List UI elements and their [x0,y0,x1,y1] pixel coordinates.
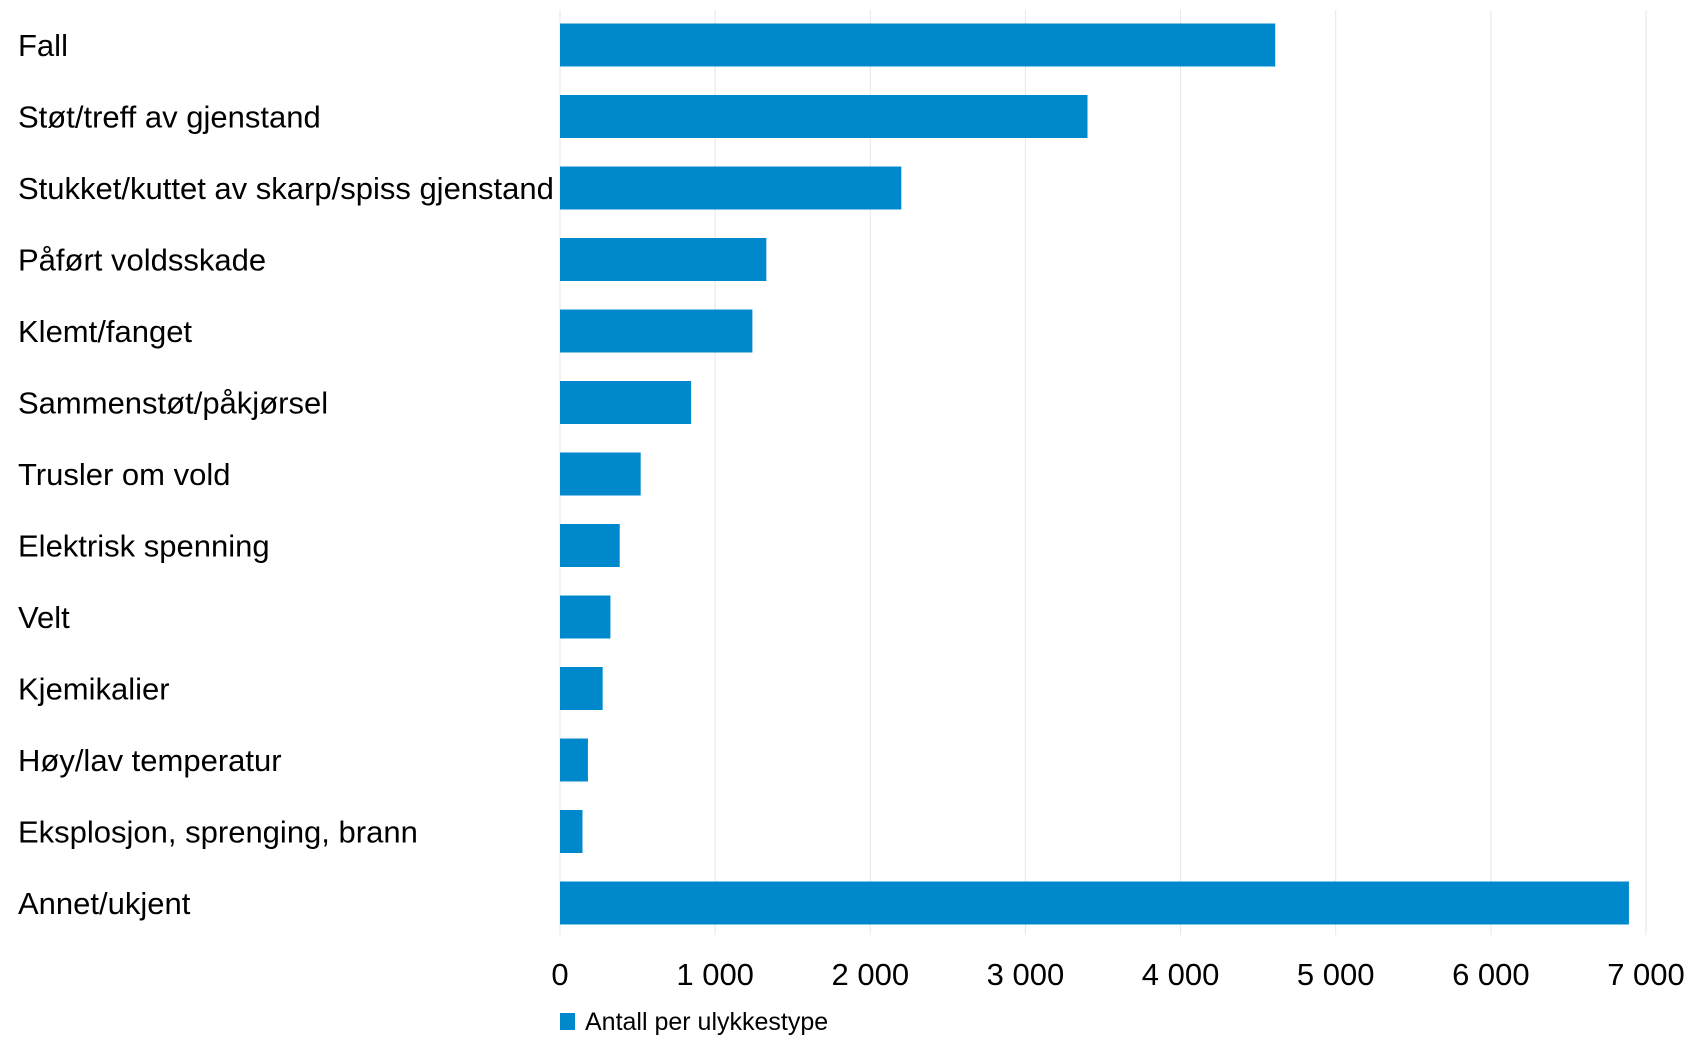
bar [560,881,1629,925]
x-tick-label: 1 000 [676,957,754,992]
x-tick-label: 5 000 [1297,957,1375,992]
gridlines [559,10,1647,935]
x-tick-label: 6 000 [1452,957,1530,992]
x-tick-label: 3 000 [987,957,1065,992]
bar [560,595,611,639]
bar [560,667,603,710]
bar [560,23,1276,67]
bar [560,95,1088,138]
category-label: Elektrisk spenning [18,529,270,564]
legend-swatch [560,1013,575,1030]
category-label: Eksplosjon, sprenging, brann [18,815,418,850]
category-label: Støt/treff av gjenstand [18,100,321,135]
category-label: Påført voldsskade [18,243,266,278]
category-labels: Fall Støt/treff av gjenstand Stukket/kutte… [18,28,554,921]
category-label: Fall [18,28,68,63]
category-label: Stukket/kuttet av skarp/spiss gjenstand [18,171,554,206]
bar [560,381,692,424]
category-label: Klemt/fanget [18,314,192,349]
category-label: Annet/ukjent [18,886,191,921]
legend: Antall per ulykkestype [560,1008,828,1036]
x-tick-label: 0 [551,957,568,992]
bar [560,810,583,853]
x-tick-label: 7 000 [1607,957,1685,992]
category-label: Kjemikalier [18,672,170,707]
x-tick-label: 4 000 [1142,957,1220,992]
category-label: Velt [18,600,70,635]
bar [560,166,902,210]
legend-label: Antall per ulykkestype [585,1008,828,1036]
bars [560,23,1629,925]
category-label: Trusler om vold [18,457,230,492]
bar [560,452,641,496]
x-tick-label: 2 000 [831,957,909,992]
category-label: Sammenstøt/påkjørsel [18,386,328,421]
bar [560,238,767,281]
category-label: Høy/lav temperatur [18,743,282,778]
x-axis-tick-labels: 0 1 000 2 000 3 000 4 000 5 000 6 000 7 000 [551,957,1684,992]
bar [560,309,753,353]
bar [560,524,620,567]
bar [560,738,588,782]
